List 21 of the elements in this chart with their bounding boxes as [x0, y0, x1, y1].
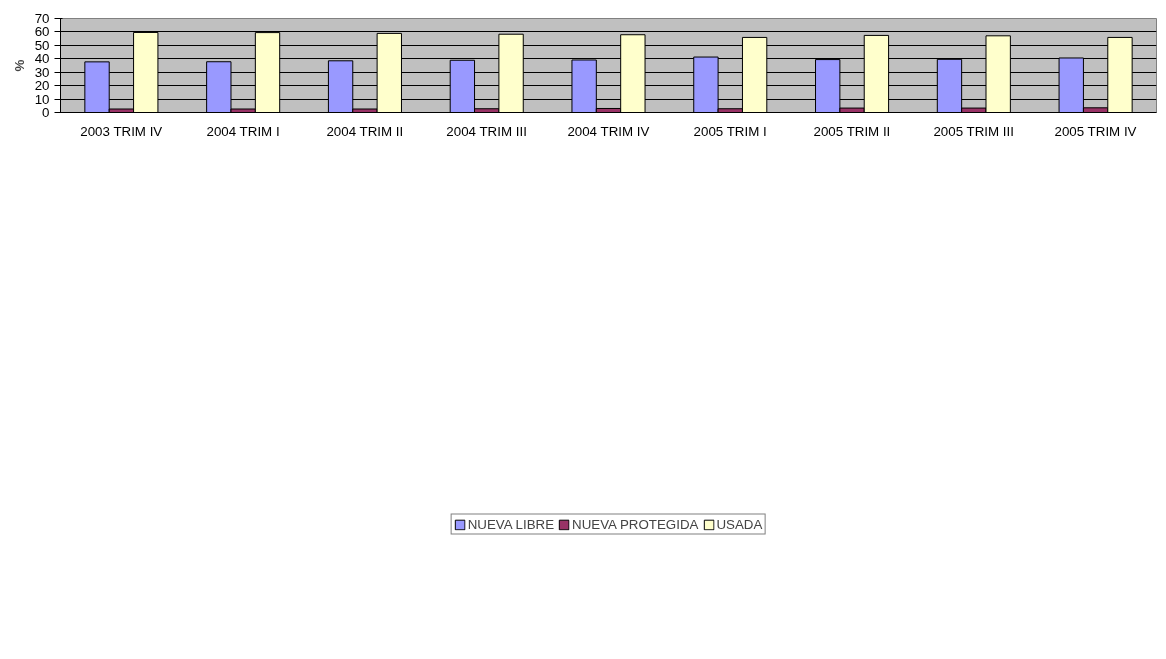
x-tick-label: 2004 TRIM III	[446, 123, 527, 139]
y-tick-label: 40	[34, 51, 50, 67]
legend-label: USADA	[716, 516, 763, 532]
y-tick-label: 0	[42, 105, 50, 120]
y-tick-label: 60	[34, 24, 50, 40]
y-tick-label: 30	[34, 64, 50, 80]
x-tick-label: 2005 TRIM IV	[1054, 123, 1137, 139]
x-tick-label: 2004 TRIM II	[326, 123, 404, 139]
y-axis-title: %	[11, 59, 27, 72]
x-tick-label: 2005 TRIM II	[813, 123, 891, 139]
y-tick-label: 70	[34, 11, 50, 26]
x-tick-label: 2004 TRIM IV	[567, 123, 650, 139]
y-tick-label: 50	[34, 37, 50, 53]
y-tick-label: 20	[34, 78, 50, 94]
x-tick-label: 2003 TRIM IV	[80, 123, 163, 139]
y-tick-label: 10	[34, 91, 50, 107]
x-tick-label: 2004 TRIM I	[206, 123, 280, 139]
legend-label: NUEVA PROTEGIDA	[572, 516, 699, 532]
legend-label: NUEVA LIBRE	[467, 516, 555, 532]
x-tick-label: 2005 TRIM I	[693, 123, 767, 139]
x-tick-label: 2005 TRIM III	[933, 123, 1014, 139]
